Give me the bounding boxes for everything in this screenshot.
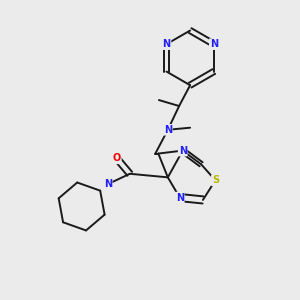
- Text: O: O: [112, 153, 121, 163]
- Text: N: N: [176, 193, 184, 202]
- Text: N: N: [104, 179, 112, 189]
- Text: N: N: [162, 39, 170, 49]
- Text: N: N: [164, 125, 172, 135]
- Text: S: S: [212, 175, 219, 185]
- Text: N: N: [178, 146, 187, 156]
- Text: N: N: [210, 39, 218, 49]
